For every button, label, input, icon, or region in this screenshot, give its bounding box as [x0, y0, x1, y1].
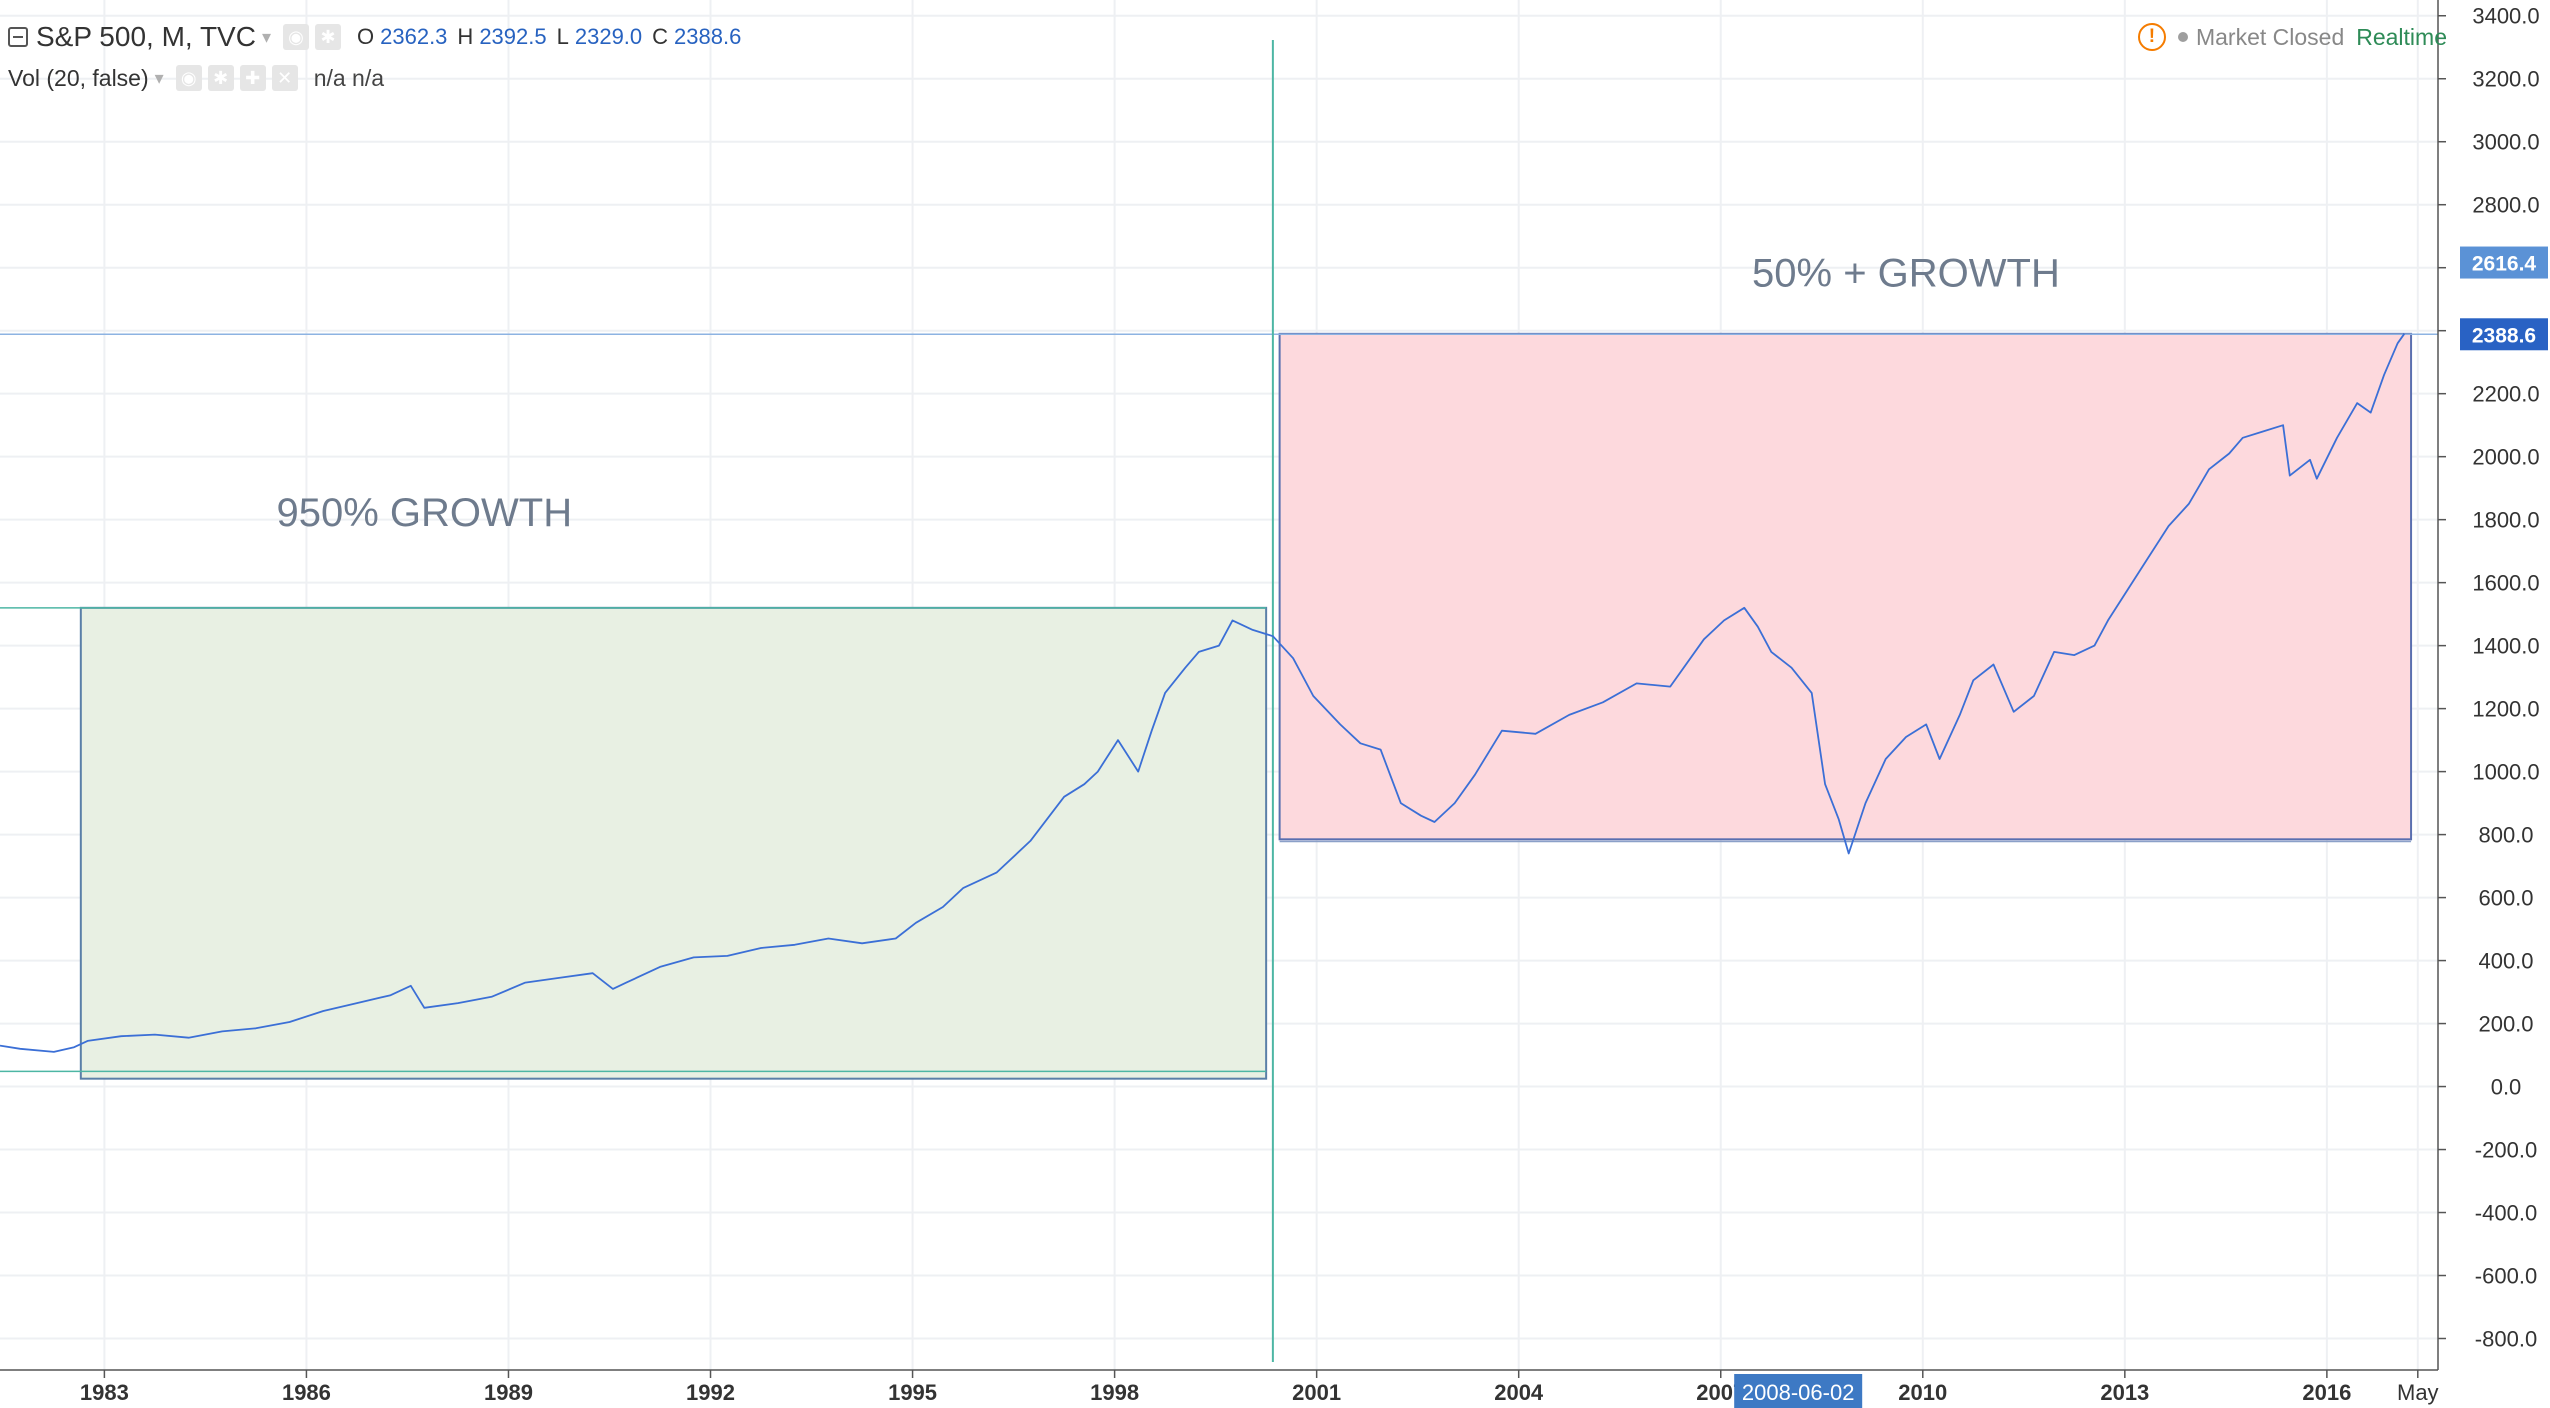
close-key: C [652, 24, 669, 49]
current-price-label: 2388.6 [2472, 324, 2536, 347]
y-tick-label: 2000.0 [2472, 445, 2539, 470]
growth-box-green [79, 606, 1268, 1080]
y-tick-label: 1800.0 [2472, 508, 2539, 533]
x-tick-label: 1995 [888, 1380, 937, 1405]
indicator-close-icon[interactable]: ✕ [271, 65, 298, 91]
y-tick-label: 400.0 [2478, 949, 2533, 974]
indicator-values: n/a n/a [313, 64, 385, 91]
upper-price-label: 2616.4 [2472, 253, 2537, 276]
upper-price-badge [2460, 246, 2548, 279]
growth-annotation-2: 50% + GROWTH [1752, 252, 2060, 296]
y-tick-label: 1200.0 [2472, 697, 2539, 722]
y-tick-label: -400.0 [2475, 1201, 2537, 1226]
y-tick-label: 200.0 [2478, 1012, 2533, 1037]
time-axis: 1983 1986 1989 1992 1995 1998 2001 2004 2007 2010… [80, 1370, 2439, 1405]
x-tick-label: 1989 [484, 1380, 533, 1405]
indicator-eye-icon[interactable]: ◉ [175, 65, 202, 91]
low-value: 2329.0 [574, 24, 643, 49]
market-status: ! Market Closed Realtime [2137, 18, 2447, 56]
current-price-badge [2460, 318, 2548, 351]
y-tick-label: 600.0 [2478, 886, 2533, 911]
x-tick-label: 1998 [1090, 1380, 1139, 1405]
x-tick-label: 1992 [686, 1380, 735, 1405]
y-tick-label: 1000.0 [2472, 760, 2539, 785]
x-tick-label: 2004 [1494, 1380, 1544, 1405]
y-tick-label: -800.0 [2475, 1327, 2537, 1352]
open-key: O [357, 24, 375, 49]
indicator-title[interactable]: Vol (20, false) [8, 64, 149, 91]
market-status-dot [2177, 32, 2188, 42]
price-axis: 3400.03200.03000.02800.02600.02400.02200… [2438, 4, 2540, 1352]
realtime-label: Realtime [2356, 23, 2447, 50]
y-tick-label: 2200.0 [2472, 382, 2539, 407]
x-tick-label: 1983 [80, 1380, 129, 1405]
y-tick-label: -600.0 [2475, 1264, 2537, 1289]
y-tick-label: 0.0 [2491, 1075, 2522, 1100]
x-tick-label: 2016 [2302, 1380, 2351, 1405]
y-tick-label: 1400.0 [2472, 634, 2539, 659]
x-tick-label: 2013 [2100, 1380, 2149, 1405]
crosshair-date-badge [1734, 1374, 1863, 1408]
gear-icon[interactable]: ✱ [315, 24, 341, 50]
chevron-down-icon[interactable]: ▾ [261, 26, 271, 47]
y-tick-label: 3400.0 [2472, 4, 2539, 29]
high-key: H [457, 24, 474, 49]
symbol-legend: S&P 500, M, TVC ▾ ◉ ✱ O 2362.3 H 2392.5 … [8, 18, 741, 56]
indicator-add-icon[interactable]: ✚ [239, 65, 266, 91]
indicator-gear-icon[interactable]: ✱ [207, 65, 234, 91]
close-value: 2388.6 [674, 24, 742, 49]
growth-annotation-1: 950% GROWTH [276, 491, 572, 535]
y-tick-label: 1600.0 [2472, 571, 2539, 596]
y-tick-label: 800.0 [2478, 823, 2533, 848]
y-tick-label: 3200.0 [2472, 67, 2539, 92]
x-tick-label: 2001 [1292, 1380, 1341, 1405]
growth-box-red [1278, 332, 2413, 841]
indicator-chevron-down-icon[interactable]: ▾ [154, 67, 164, 88]
y-tick-label: 3000.0 [2472, 130, 2539, 155]
eye-icon[interactable]: ◉ [283, 24, 309, 50]
symbol-title[interactable]: S&P 500, M, TVC [36, 21, 256, 52]
x-tick-label: 1986 [282, 1380, 331, 1405]
indicator-legend: Vol (20, false) ▾ ◉ ✱ ✚ ✕ n/a n/a [8, 62, 384, 94]
y-tick-label: 2800.0 [2472, 193, 2539, 218]
warning-icon[interactable]: ! [2137, 23, 2166, 51]
high-value: 2392.5 [479, 24, 547, 49]
crosshair-date-label: 2008-06-02 [1742, 1380, 1855, 1405]
market-closed-label: Market Closed [2195, 23, 2345, 50]
y-tick-label: -200.0 [2475, 1138, 2537, 1163]
collapse-legend-button[interactable] [8, 27, 28, 47]
low-key: L [556, 24, 569, 49]
x-tick-label: 2010 [1898, 1380, 1947, 1405]
price-line [0, 333, 2406, 1053]
open-value: 2362.3 [380, 24, 448, 49]
x-tick-label: May [2397, 1380, 2439, 1405]
